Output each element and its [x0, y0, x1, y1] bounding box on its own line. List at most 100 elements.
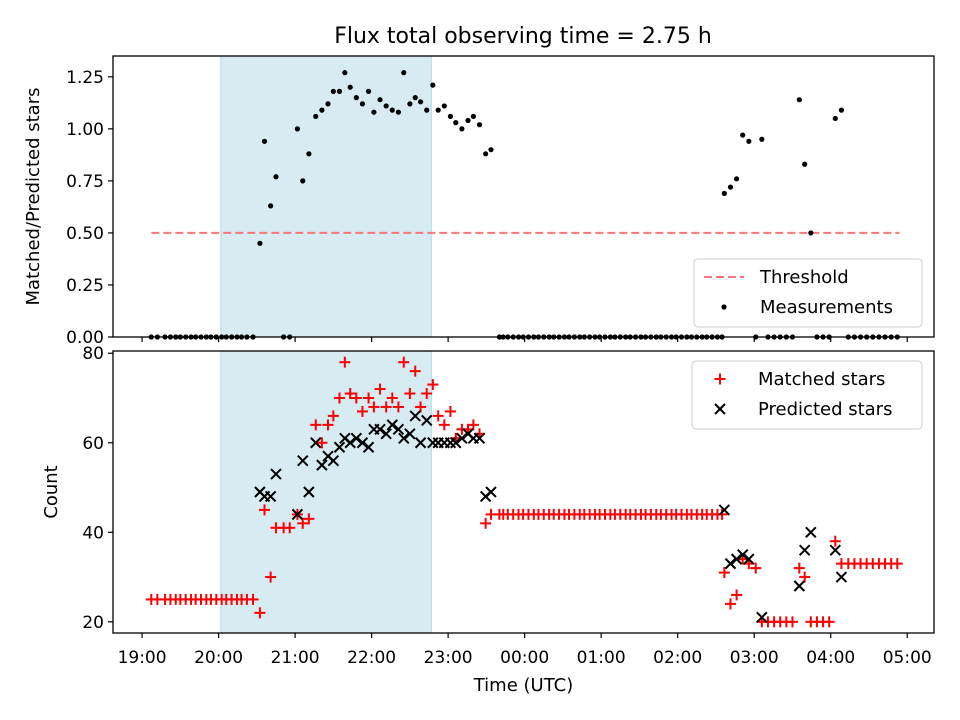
matched-star-point	[444, 405, 456, 417]
predicted-star-point	[756, 611, 768, 624]
predicted-star-point	[297, 454, 309, 467]
matched-star-point	[891, 558, 903, 570]
measurement-point	[447, 113, 454, 119]
matched-star-point	[386, 392, 398, 404]
predicted-star-point	[450, 437, 462, 449]
matched-star-point	[310, 419, 322, 431]
measurement-point	[407, 101, 413, 107]
bottom-xtick-label: 01:00	[577, 648, 626, 668]
measurement-point	[395, 109, 401, 115]
bottom-xtick-label: 20:00	[194, 648, 243, 668]
measurement-point	[727, 184, 734, 190]
cross-stroke-b	[737, 548, 749, 561]
predicted-star-point	[356, 437, 369, 449]
matched-star-point	[750, 562, 762, 574]
cross-stroke-b	[714, 403, 726, 415]
predicted-star-point	[473, 432, 486, 444]
measurement-point	[721, 190, 727, 196]
measurement-point	[476, 122, 483, 128]
matched-star-point	[829, 535, 841, 547]
cross-stroke-b	[756, 611, 768, 624]
matched-star-point	[322, 419, 334, 431]
cross-stroke-b	[362, 441, 375, 453]
top-ytick-label: 0.75	[66, 172, 104, 192]
matched-star-point	[427, 379, 439, 391]
matched-star-point	[333, 392, 345, 404]
predicted-star-point	[421, 414, 433, 427]
cross-stroke-b	[303, 486, 315, 498]
measurement-point	[294, 126, 300, 132]
cross-stroke-b	[798, 544, 811, 556]
measurement-point	[796, 97, 802, 103]
matched-star-point	[265, 571, 277, 583]
cross-stroke-b	[793, 580, 806, 592]
matched-star-point	[297, 517, 309, 529]
matched-star-point	[316, 437, 328, 449]
bottom-xtick-label: 22:00	[347, 648, 396, 668]
measurement-point	[808, 230, 814, 236]
predicted-star-point	[737, 548, 749, 561]
predicted-star-point	[380, 428, 392, 440]
matched-star-point	[480, 517, 492, 529]
measurement-point	[306, 151, 312, 157]
matched-star-point	[350, 392, 362, 404]
matched-legend-swatch	[714, 373, 726, 385]
measurements-legend-label: Measurements	[760, 297, 893, 318]
measurement-point	[465, 117, 471, 124]
bottom-xtick-label: 04:00	[806, 648, 855, 668]
count-series	[145, 356, 903, 628]
bottom-legend: Matched stars Predicted stars	[691, 360, 923, 430]
predicted-star-point	[291, 508, 304, 521]
matched-star-point	[786, 616, 798, 628]
measurement-point	[470, 113, 476, 119]
measurement-point	[412, 95, 418, 101]
cross-stroke-b	[485, 486, 497, 498]
cross-stroke-b	[386, 419, 398, 431]
bottom-ytick-label: 60	[82, 434, 104, 454]
matched-star-point	[467, 419, 479, 431]
cross-stroke-b	[730, 553, 743, 565]
bottom-y-axis-label: Count	[41, 465, 62, 518]
predicted-star-point	[404, 428, 416, 440]
cross-stroke-b	[835, 571, 848, 583]
measurement-point	[459, 126, 465, 132]
measurement-point	[453, 120, 459, 126]
top-ytick-label: 0.25	[66, 276, 104, 296]
cross-stroke-b	[404, 428, 416, 440]
matched-star-point	[731, 589, 743, 601]
bottom-xtick-label: 03:00	[730, 648, 779, 668]
cross-stroke-b	[718, 504, 731, 516]
bottom-xtick-label: 00:00	[500, 648, 549, 668]
matched-star-point	[438, 419, 450, 431]
predicted-star-point	[270, 468, 282, 480]
predicted-star-point	[398, 432, 410, 444]
cross-stroke-b	[398, 432, 410, 444]
top-y-axis-label: Matched/Predicted stars	[23, 88, 44, 306]
predicted-star-point	[362, 441, 375, 453]
matched-star-point	[432, 410, 444, 422]
predicted-star-point	[316, 459, 328, 471]
matched-star-point	[409, 365, 421, 377]
predicted-star-point	[386, 419, 398, 431]
cross-stroke-b	[829, 544, 842, 556]
predicted-star-point	[333, 441, 346, 453]
measurement-point	[740, 132, 746, 138]
matched-star-point	[374, 383, 386, 395]
cross-stroke-b	[356, 437, 369, 449]
measurement-point	[746, 138, 752, 144]
matched-star-point	[421, 388, 433, 400]
matched-star-point	[258, 504, 270, 516]
bottom-ytick-label: 40	[82, 523, 104, 543]
predicted-star-point	[456, 432, 468, 444]
predicted-star-point	[829, 544, 842, 556]
cross-stroke-b	[409, 410, 421, 422]
measurement-point	[268, 203, 274, 209]
matched-star-point	[793, 562, 805, 574]
matched-star-point	[799, 571, 811, 583]
predicted-star-point	[805, 526, 817, 538]
predicted-star-point	[724, 557, 737, 570]
bottom-ytick-label: 20	[82, 613, 104, 633]
cross-stroke-b	[327, 454, 340, 467]
predicted-star-point	[798, 544, 811, 556]
measurement-point	[261, 138, 268, 144]
